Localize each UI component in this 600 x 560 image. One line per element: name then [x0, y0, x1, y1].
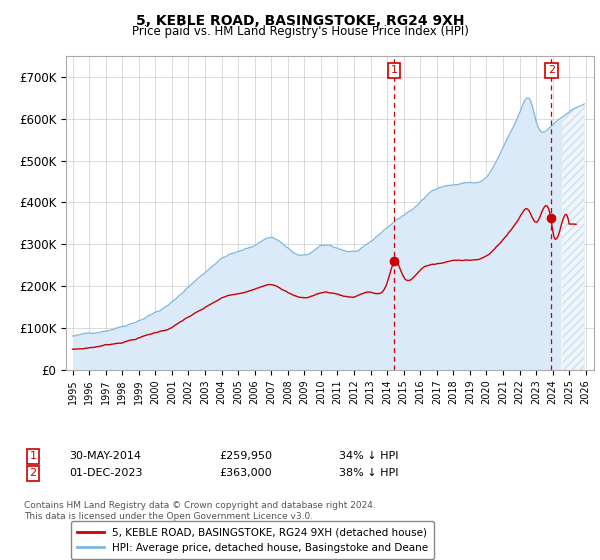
Text: £363,000: £363,000 — [219, 468, 272, 478]
Text: 1: 1 — [391, 66, 398, 76]
Text: Contains HM Land Registry data © Crown copyright and database right 2024.
This d: Contains HM Land Registry data © Crown c… — [24, 501, 376, 521]
Text: 1: 1 — [29, 451, 37, 461]
Legend: 5, KEBLE ROAD, BASINGSTOKE, RG24 9XH (detached house), HPI: Average price, detac: 5, KEBLE ROAD, BASINGSTOKE, RG24 9XH (de… — [71, 521, 434, 559]
Text: 5, KEBLE ROAD, BASINGSTOKE, RG24 9XH: 5, KEBLE ROAD, BASINGSTOKE, RG24 9XH — [136, 14, 464, 28]
Text: 38% ↓ HPI: 38% ↓ HPI — [339, 468, 398, 478]
Text: 2: 2 — [29, 468, 37, 478]
Text: 2: 2 — [548, 66, 555, 76]
Text: 34% ↓ HPI: 34% ↓ HPI — [339, 451, 398, 461]
Text: 01-DEC-2023: 01-DEC-2023 — [69, 468, 143, 478]
Text: Price paid vs. HM Land Registry's House Price Index (HPI): Price paid vs. HM Land Registry's House … — [131, 25, 469, 38]
Text: 30-MAY-2014: 30-MAY-2014 — [69, 451, 141, 461]
Polygon shape — [561, 104, 584, 370]
Text: £259,950: £259,950 — [219, 451, 272, 461]
